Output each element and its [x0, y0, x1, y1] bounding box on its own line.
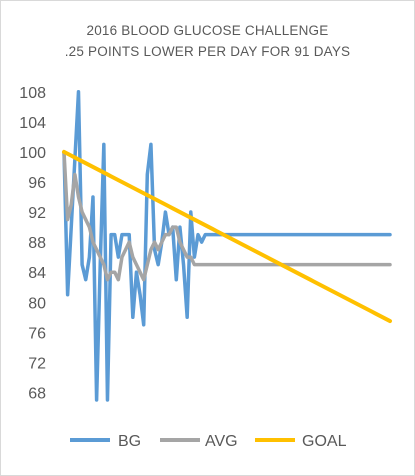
- y-tick-label: 80: [28, 295, 46, 312]
- y-tick-label: 88: [28, 235, 46, 252]
- series-layer: [62, 90, 392, 402]
- y-tick-label: 92: [28, 205, 46, 222]
- series-line-goal: [62, 149, 392, 324]
- y-tick-label: 72: [28, 355, 46, 372]
- y-axis-ticks: 68 72 76 80 84 88 92 96 100 104 108: [19, 85, 46, 403]
- series-line-avg: [62, 150, 392, 282]
- chart-subtitle: .25 POINTS LOWER PER DAY FOR 91 DAYS: [64, 44, 351, 59]
- y-tick-label: 76: [28, 325, 46, 342]
- legend-label-bg: BG: [118, 433, 141, 450]
- y-tick-label: 104: [19, 115, 46, 132]
- y-tick-label: 96: [28, 175, 46, 192]
- y-tick-label: 84: [28, 265, 46, 282]
- legend: BG AVG GOAL: [70, 433, 347, 450]
- legend-label-goal: GOAL: [302, 433, 347, 450]
- legend-label-avg: AVG: [205, 433, 238, 450]
- y-tick-label: 108: [19, 85, 46, 102]
- y-tick-label: 100: [19, 145, 46, 162]
- chart-title: 2016 BLOOD GLUCOSE CHALLENGE: [86, 23, 329, 38]
- series-line-bg: [62, 90, 392, 402]
- y-tick-label: 68: [28, 385, 46, 402]
